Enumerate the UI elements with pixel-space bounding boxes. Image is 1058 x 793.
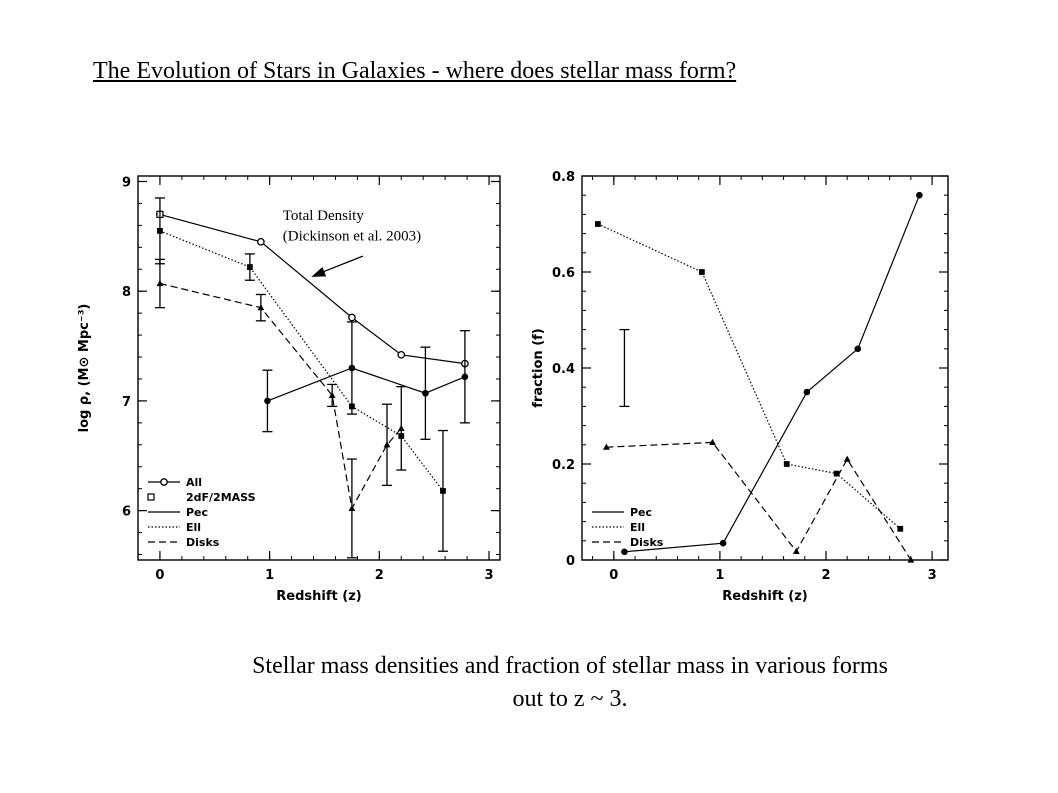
legend-label: Pec (630, 506, 652, 519)
y-tick-label: 0.2 (552, 458, 575, 473)
data-point (156, 279, 164, 287)
data-point (803, 388, 811, 396)
caption-line-2: out to z ~ 3. (512, 686, 628, 712)
y-tick-label: 0.8 (552, 170, 575, 185)
series-line (267, 367, 466, 402)
chart-1: 0 1 2 3 6 7 8 9 Redshift (z) log ρ, (M⊙ Mpc⁻³) All… (77, 175, 501, 604)
data-point (257, 304, 265, 311)
data-point (916, 191, 923, 199)
annotation-arrow-head (311, 267, 327, 277)
y-tick-label: 6 (122, 505, 131, 520)
x-tick-label: 3 (485, 568, 494, 583)
annotation-line-1: Total Density (283, 208, 365, 224)
x-tick-label: 1 (265, 568, 274, 583)
series-line (597, 223, 901, 530)
legend-label: Pec (186, 506, 208, 519)
annotation-line-2: (Dickinson et al. 2003) (283, 229, 421, 245)
data-point (349, 403, 355, 410)
data-point (897, 525, 904, 532)
x-axis-label: Redshift (z) (276, 589, 361, 604)
data-point (461, 373, 469, 381)
data-point (843, 455, 851, 462)
y-tick-label: 0 (566, 554, 575, 569)
data-point (792, 547, 800, 554)
data-point (397, 424, 405, 431)
slide-title: The Evolution of Stars in Galaxies - whe… (93, 58, 737, 84)
data-point (348, 504, 356, 512)
y-tick-label: 7 (122, 395, 131, 410)
y-axis-label: fraction (f) (531, 328, 546, 407)
data-point (440, 488, 446, 494)
data-point (595, 221, 601, 227)
legend-label: Disks (186, 536, 220, 549)
data-point (907, 556, 915, 563)
legend-label: Disks (630, 536, 664, 549)
data-point (422, 389, 429, 397)
data-point (348, 313, 356, 322)
data-point (264, 397, 271, 405)
data-point (783, 461, 790, 467)
legend-label: Ell (186, 521, 201, 534)
series-line (624, 194, 920, 553)
legend: All 2dF/2MASS Pec Ell Disks (147, 476, 256, 549)
series-line (159, 282, 402, 511)
x-tick-label: 2 (821, 568, 830, 583)
slide-caption: Stellar mass densities and fraction of s… (130, 650, 1010, 716)
legend-label: All (186, 476, 202, 489)
chart-2: 0 1 2 3 0 0.2 0.4 0.6 0.8 Redshift (z) fraction (f… (531, 170, 949, 604)
x-tick-label: 3 (928, 568, 937, 583)
series-pec (621, 191, 923, 556)
x-axis-label: Redshift (z) (722, 589, 807, 604)
data-point (247, 264, 253, 270)
y-tick-label: 8 (122, 285, 131, 300)
series-disks (603, 438, 915, 563)
series-line (159, 230, 444, 492)
series-ell (154, 197, 448, 552)
plot-frame (581, 175, 949, 561)
data-point (383, 441, 391, 448)
data-point (719, 539, 727, 547)
legend: Pec Ell Disks (592, 506, 664, 549)
data-point (257, 237, 265, 246)
data-point (709, 438, 716, 445)
legend-label: Ell (630, 521, 645, 534)
data-point (397, 350, 406, 359)
y-axis-label: log ρ, (M⊙ Mpc⁻³) (77, 304, 92, 433)
plot-frame (137, 175, 501, 561)
data-point (328, 391, 336, 399)
data-point (621, 548, 628, 556)
series-ell (595, 221, 904, 532)
y-tick-label: 0.6 (552, 266, 575, 281)
annotation-arrow-shaft (320, 255, 364, 274)
legend-marker (147, 493, 155, 501)
x-tick-label: 1 (715, 568, 724, 583)
data-point (348, 364, 356, 372)
x-tick-label: 0 (609, 568, 618, 583)
data-point (603, 443, 610, 450)
series-pec (262, 321, 470, 440)
caption-line-1: Stellar mass densities and fraction of s… (252, 653, 888, 679)
y-tick-label: 0.4 (552, 362, 575, 377)
series-disks (154, 258, 407, 559)
data-point (698, 269, 705, 275)
x-tick-label: 0 (155, 568, 164, 583)
x-tick-label: 2 (375, 568, 384, 583)
data-point (833, 470, 840, 477)
y-tick-label: 9 (122, 175, 131, 190)
legend-label: 2dF/2MASS (186, 491, 256, 504)
data-point (854, 345, 862, 353)
legend-marker (160, 478, 168, 486)
data-point (157, 227, 163, 234)
